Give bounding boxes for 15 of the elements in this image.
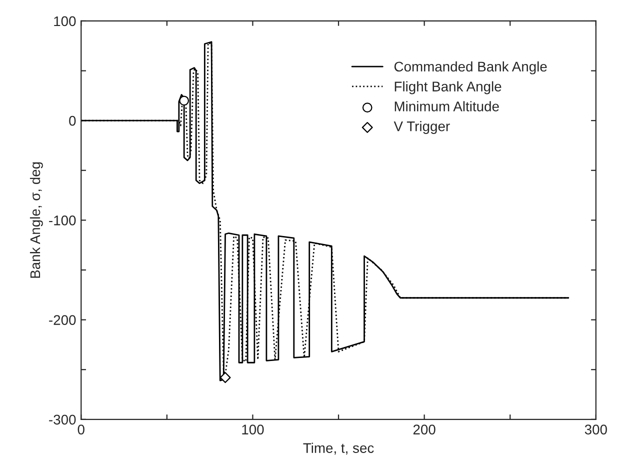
y-tick-label: -200 <box>49 315 76 325</box>
x-tick-label: 300 <box>584 424 607 434</box>
y-tick-label: -300 <box>49 414 76 425</box>
legend-label: Minimum Altitude <box>394 101 499 112</box>
legend-label: Commanded Bank Angle <box>394 61 547 74</box>
legend-label: Flight Bank Angle <box>394 81 502 94</box>
y-axis-title: Bank Angle, σ, deg <box>30 162 43 278</box>
x-tick-label: 0 <box>78 424 84 434</box>
y-tick-label: 100 <box>54 16 76 26</box>
x-tick-label: 100 <box>242 424 264 434</box>
y-tick-label: -100 <box>49 216 76 226</box>
legend-label: V Trigger <box>394 121 450 134</box>
x-axis-title: Time, t, sec <box>303 442 374 455</box>
x-tick-label: 200 <box>413 424 436 434</box>
y-tick-label: 0 <box>69 116 76 126</box>
